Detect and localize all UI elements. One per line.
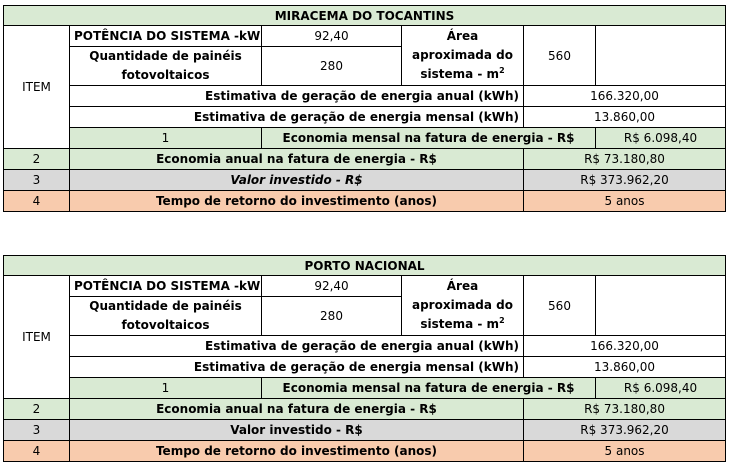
row-label: Tempo de retorno do investimento (anos) — [69, 440, 524, 462]
row-num: 3 — [3, 419, 70, 441]
geracao-anual-label: Estimativa de geração de energia anual (… — [69, 85, 524, 107]
paineis-label: Quantidade de painéis fotovoltaicos — [69, 296, 262, 336]
geracao-anual-label: Estimativa de geração de energia anual (… — [69, 335, 524, 357]
item-header: ITEM — [3, 25, 70, 149]
table-row: 3 Valor investido - R$ R$ 373.962,20 — [3, 419, 727, 441]
geracao-mensal-label: Estimativa de geração de energia mensal … — [69, 106, 524, 128]
paineis-value: 280 — [261, 296, 402, 336]
row-num: 1 — [69, 377, 262, 399]
row-label: Valor investido - R$ — [69, 419, 524, 441]
potencia-value: 92,40 — [261, 275, 402, 297]
row-label: Valor investido - R$ — [69, 169, 524, 191]
geracao-mensal-value: 13.860,00 — [522, 356, 727, 378]
row-label: Tempo de retorno do investimento (anos) — [69, 190, 524, 212]
area-blank — [594, 275, 727, 336]
table-row: 1 Economia mensal na fatura de energia -… — [4, 127, 727, 149]
row-value: R$ 73.180,80 — [522, 398, 727, 420]
row-num: 2 — [3, 148, 70, 170]
row-num: 4 — [3, 440, 70, 462]
row-value: R$ 373.962,20 — [522, 169, 727, 191]
row-value: 5 anos — [522, 440, 727, 462]
row-num: 2 — [3, 398, 70, 420]
row-num: 3 — [3, 169, 70, 191]
table-title: PORTO NACIONAL — [2, 255, 727, 276]
area-value: 560 — [523, 275, 596, 336]
row-label: Economia anual na fatura de energia - R$ — [69, 398, 524, 420]
paineis-label: Quantidade de painéis fotovoltaicos — [69, 46, 262, 86]
area-blank — [594, 25, 727, 86]
row-label: Economia mensal na fatura de energia - R… — [261, 127, 596, 149]
geracao-mensal-label: Estimativa de geração de energia mensal … — [69, 356, 524, 378]
row-value: 5 anos — [522, 190, 727, 212]
row-value: R$ 6.098,40 — [594, 377, 727, 399]
row-value: R$ 6.098,40 — [594, 127, 727, 149]
table-row: 4 Tempo de retorno do investimento (anos… — [3, 440, 727, 462]
table-row: 2 Economia anual na fatura de energia - … — [3, 148, 727, 170]
table-title: MIRACEMA DO TOCANTINS — [2, 5, 727, 26]
geracao-mensal-value: 13.860,00 — [522, 106, 727, 128]
geracao-anual-value: 166.320,00 — [522, 85, 727, 107]
row-value: R$ 73.180,80 — [522, 148, 727, 170]
paineis-value: 280 — [261, 46, 402, 86]
potencia-value: 92,40 — [261, 25, 402, 47]
item-header: ITEM — [3, 275, 70, 399]
table-row: 4 Tempo de retorno do investimento (anos… — [3, 190, 727, 212]
miracema-table-container: MIRACEMA DO TOCANTINS ITEM POTÊNCIA DO S… — [2, 5, 727, 212]
potencia-label: POTÊNCIA DO SISTEMA -kWp — [69, 275, 262, 297]
row-label: Economia anual na fatura de energia - R$ — [69, 148, 524, 170]
area-value: 560 — [523, 25, 596, 86]
row-num: 1 — [69, 127, 262, 149]
geracao-anual-value: 166.320,00 — [522, 335, 727, 357]
area-label: Área aproximada do sistema - m2 — [401, 25, 524, 86]
table-row: 1 Economia mensal na fatura de energia -… — [4, 377, 727, 399]
row-label: Economia mensal na fatura de energia - R… — [261, 377, 596, 399]
row-value: R$ 373.962,20 — [522, 419, 727, 441]
miracema-table: MIRACEMA DO TOCANTINS ITEM POTÊNCIA DO S… — [2, 5, 727, 212]
table-row: 2 Economia anual na fatura de energia - … — [3, 398, 727, 420]
potencia-label: POTÊNCIA DO SISTEMA -kWp — [69, 25, 262, 47]
porto-nacional-table: PORTO NACIONAL ITEM POTÊNCIA DO SISTEMA … — [2, 255, 727, 462]
area-label: Área aproximada do sistema - m2 — [401, 275, 524, 336]
row-num: 4 — [3, 190, 70, 212]
table-row: 3 Valor investido - R$ R$ 373.962,20 — [3, 169, 727, 191]
porto-nacional-table-container: PORTO NACIONAL ITEM POTÊNCIA DO SISTEMA … — [2, 255, 727, 462]
